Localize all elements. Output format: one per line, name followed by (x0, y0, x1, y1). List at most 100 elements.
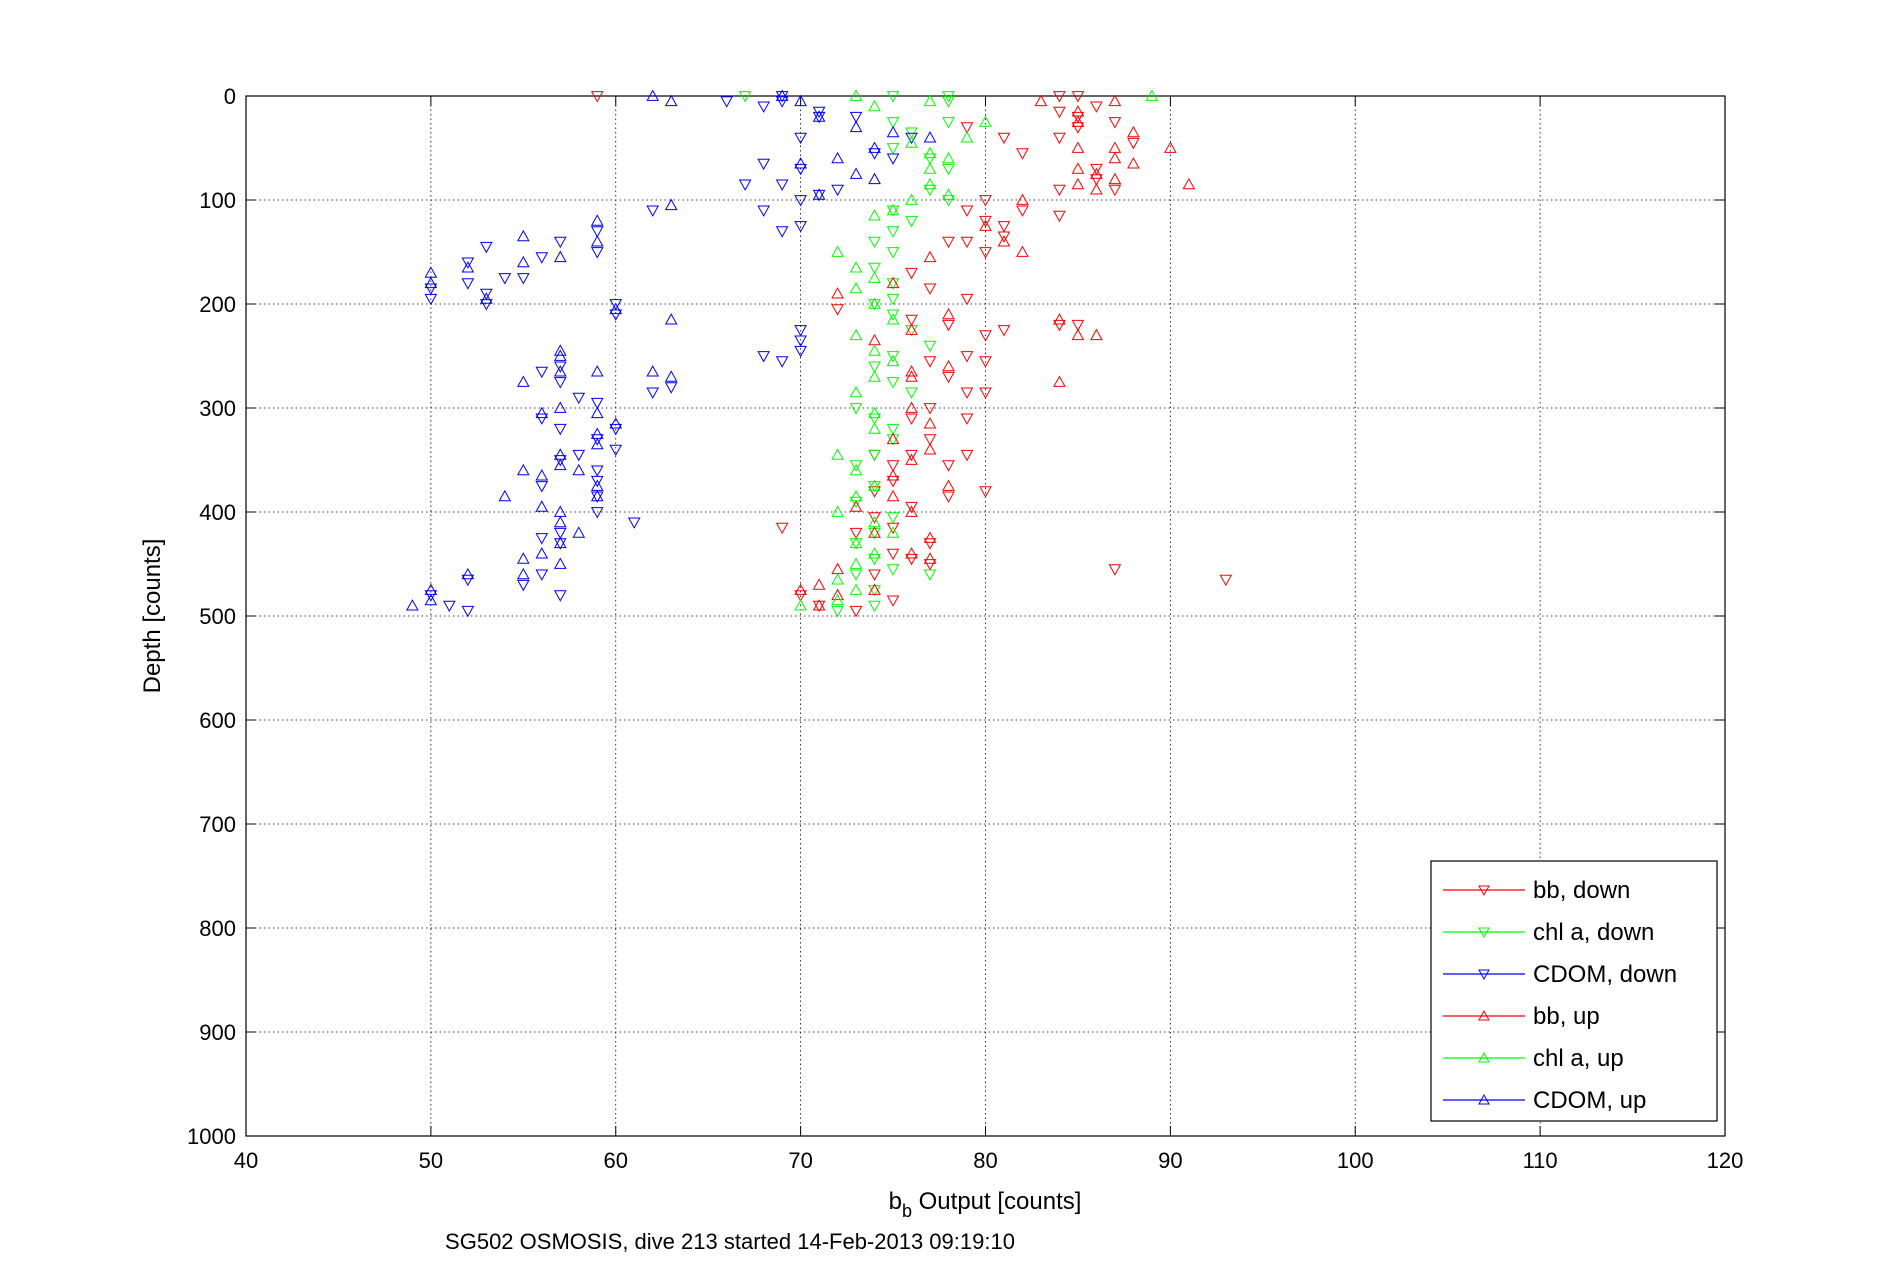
data-point (960, 351, 974, 363)
data-point (997, 235, 1011, 247)
data-point (960, 449, 974, 462)
x-tick-label: 90 (1158, 1148, 1182, 1173)
data-point (553, 401, 567, 413)
data-point (461, 278, 475, 290)
data-point (868, 172, 881, 185)
data-point (406, 599, 419, 611)
x-tick-label: 70 (788, 1148, 812, 1173)
data-point (794, 163, 807, 176)
y-axis-label: Depth [counts] (139, 539, 166, 694)
data-point (868, 361, 881, 373)
y-tick-label: 100 (199, 188, 236, 213)
data-point (886, 143, 900, 155)
data-point (1016, 205, 1029, 217)
data-point (905, 413, 918, 425)
data-point (498, 273, 512, 285)
data-point (424, 276, 438, 289)
data-point (923, 417, 937, 429)
data-point (923, 177, 937, 190)
data-point (923, 356, 937, 368)
data-point (886, 595, 900, 607)
data-point (664, 198, 678, 211)
series-4 (794, 89, 1159, 611)
data-point (646, 365, 660, 377)
grid (246, 96, 1725, 1136)
data-point (590, 235, 604, 247)
legend-items: bb, down chl a, down CDOM, down bb, up chl a… (1443, 877, 1677, 1114)
data-point (886, 278, 900, 290)
legend-marker (1478, 885, 1490, 897)
data-point (535, 469, 549, 481)
data-point (886, 205, 900, 217)
data-point (942, 371, 955, 384)
data-point (664, 370, 678, 382)
data-point (886, 512, 900, 524)
data-point (831, 287, 844, 299)
x-tick-label: 110 (1523, 1148, 1558, 1173)
data-point (960, 131, 974, 143)
data-point (923, 443, 937, 455)
data-point (794, 590, 807, 602)
data-point (590, 434, 604, 446)
data-point (1053, 319, 1066, 332)
data-point (960, 236, 974, 249)
data-point (923, 434, 937, 446)
data-point (868, 515, 881, 528)
data-point (627, 517, 641, 529)
data-point (868, 526, 881, 538)
data-point (516, 375, 530, 387)
data-point (535, 481, 549, 493)
data-point (553, 250, 567, 263)
data-point (868, 449, 881, 462)
data-point (794, 195, 807, 207)
data-point (590, 247, 604, 259)
data-point (1016, 148, 1029, 160)
data-point (979, 115, 992, 127)
data-point (886, 489, 900, 502)
data-point (775, 96, 789, 108)
data-point (868, 583, 881, 595)
data-point (979, 219, 992, 231)
data-point (1090, 163, 1103, 176)
data-point (590, 491, 604, 503)
data-point (590, 365, 604, 377)
data-point (942, 460, 955, 472)
data-point (461, 574, 475, 587)
data-point (1182, 177, 1196, 190)
data-point (960, 122, 974, 134)
data-point (942, 96, 955, 108)
data-point (942, 195, 955, 207)
data-point (942, 359, 955, 372)
data-point (590, 214, 604, 226)
ticks: 40 50 60 70 80 90 100 110 120 0 100 200 300 400 500 600… (187, 84, 1743, 1173)
data-point (794, 345, 807, 358)
data-point (923, 552, 937, 564)
data-point (868, 527, 881, 540)
data-point (997, 221, 1011, 233)
data-point (1071, 319, 1085, 332)
legend: bb, down chl a, down CDOM, down bb, up chl a… (1430, 860, 1718, 1122)
data-point (794, 132, 807, 145)
y-tick-label: 1000 (187, 1124, 236, 1149)
data-point (479, 288, 493, 301)
data-point (516, 255, 530, 268)
data-point (905, 401, 918, 413)
data-point (553, 365, 567, 377)
data-point (424, 293, 438, 306)
data-point (905, 136, 918, 148)
data-point (849, 538, 863, 550)
data-point (553, 455, 567, 467)
data-point (868, 406, 881, 419)
data-point (1090, 101, 1103, 113)
data-point (461, 261, 475, 273)
data-point (553, 377, 567, 389)
data-point (923, 94, 937, 107)
data-point (831, 588, 844, 601)
data-point (535, 366, 549, 379)
data-point (572, 392, 586, 405)
data-point (535, 533, 549, 545)
data-point (886, 432, 900, 445)
data-point (590, 437, 604, 450)
data-point (849, 536, 863, 549)
data-point (479, 241, 493, 254)
